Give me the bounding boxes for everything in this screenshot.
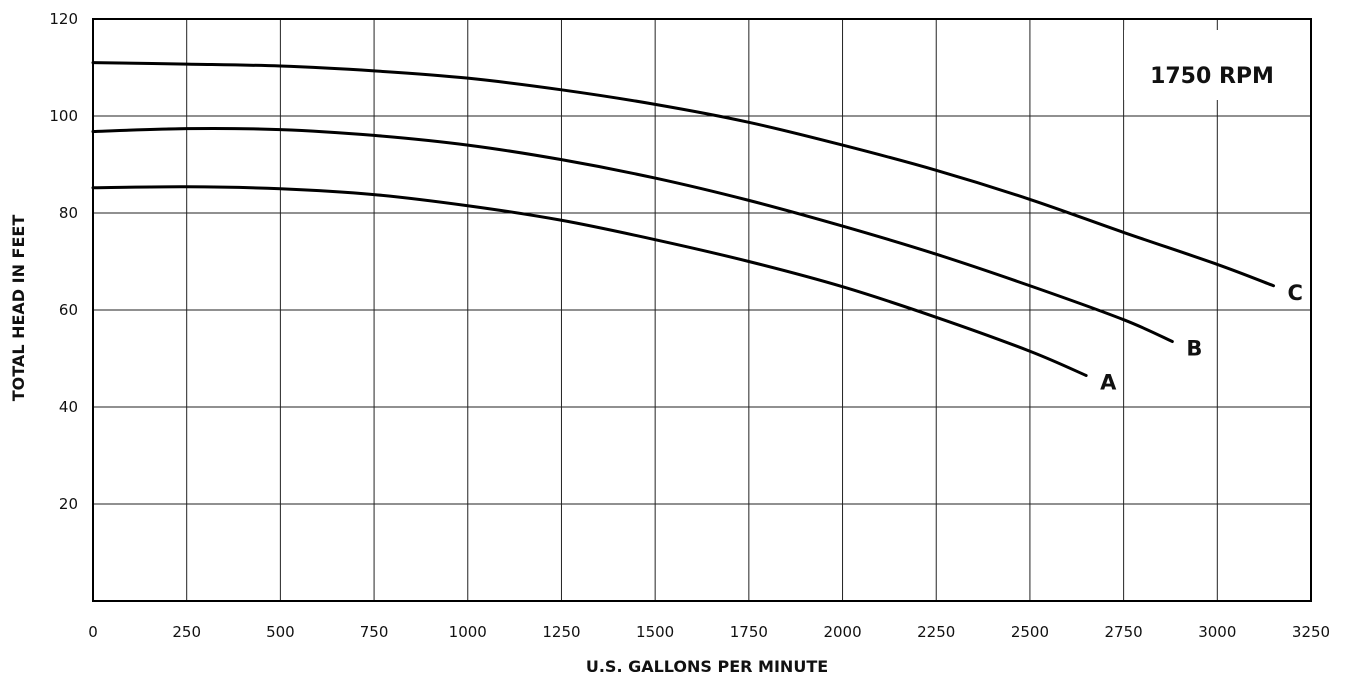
rpm-annotation-box	[1124, 30, 1300, 100]
grid-lines	[93, 19, 1311, 601]
x-tick-label: 3250	[1292, 623, 1330, 641]
x-tick-label: 2000	[823, 623, 861, 641]
x-tick-label: 1250	[542, 623, 580, 641]
x-tick-label: 500	[266, 623, 295, 641]
y-tick-label: 20	[59, 495, 78, 513]
x-tick-label: 1500	[636, 623, 674, 641]
plot-frame	[92, 18, 1312, 602]
x-tick-label: 2750	[1105, 623, 1143, 641]
y-tick-labels: 20 40 60 80 100 120	[49, 10, 78, 513]
y-axis-label: TOTAL HEAD IN FEET	[9, 215, 28, 402]
x-tick-label: 2500	[1011, 623, 1049, 641]
y-tick-label: 40	[59, 398, 78, 416]
curve-label-b: B	[1186, 337, 1202, 361]
x-tick-label: 3000	[1198, 623, 1236, 641]
x-tick-label: 250	[172, 623, 201, 641]
curve-b	[91, 126, 1174, 344]
y-tick-label: 80	[59, 204, 78, 222]
curve-c	[91, 61, 1276, 288]
x-tick-label: 1750	[730, 623, 768, 641]
x-tick-labels: 0 250 500 750 1000 1250 1500 1750 2000 2250 2500 27…	[88, 623, 1330, 641]
x-axis-label: U.S. GALLONS PER MINUTE	[586, 657, 828, 676]
y-tick-label: 120	[49, 10, 78, 28]
curve-a	[91, 185, 1088, 377]
x-tick-label: 750	[360, 623, 389, 641]
y-tick-label: 100	[49, 107, 78, 125]
curve-label-c: C	[1288, 281, 1303, 305]
x-tick-label: 2250	[917, 623, 955, 641]
curve-label-a: A	[1100, 370, 1117, 394]
curve-labels: A B C	[1100, 281, 1303, 395]
x-tick-label: 0	[88, 623, 98, 641]
rpm-annotation: 1750 RPM	[1150, 64, 1274, 89]
x-tick-label: 1000	[449, 623, 487, 641]
y-tick-label: 60	[59, 301, 78, 319]
pump-curves	[91, 61, 1276, 377]
